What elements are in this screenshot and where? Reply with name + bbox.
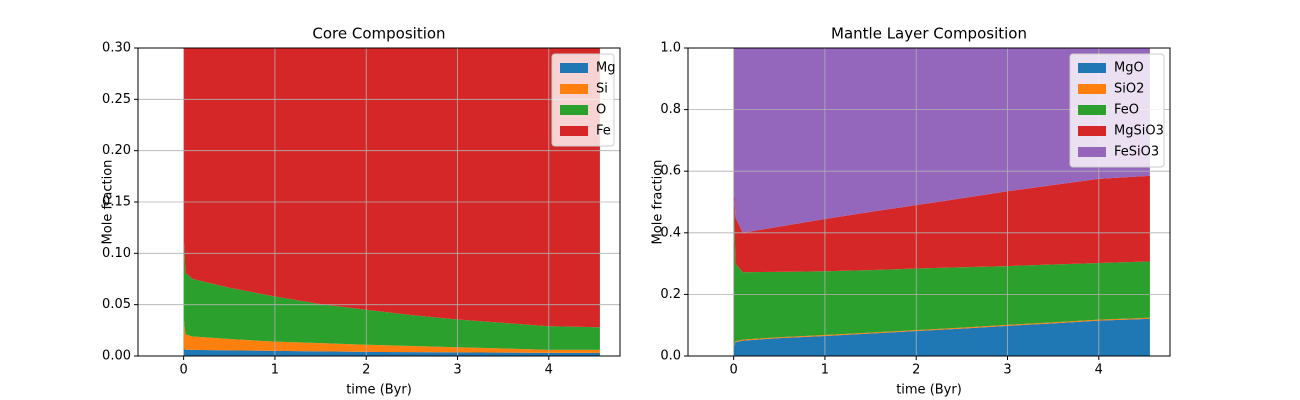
legend-swatch — [1078, 147, 1106, 157]
x-tick-label: 1 — [821, 363, 829, 378]
legend-label: FeSiO3 — [1114, 145, 1159, 160]
plot-area — [183, 48, 600, 356]
legend-label: MgSiO3 — [1114, 124, 1164, 139]
x-tick-label: 1 — [271, 363, 279, 378]
legend-swatch — [560, 126, 588, 136]
area — [733, 318, 1150, 356]
y-tick-label: 0.05 — [102, 297, 131, 312]
legend-box — [551, 53, 615, 147]
y-tick-label: 0.10 — [102, 246, 131, 261]
legend-swatch — [560, 105, 588, 115]
chart-title: Core Composition — [312, 25, 445, 43]
x-tick-label: 0 — [180, 363, 188, 378]
legend-box — [1069, 53, 1165, 168]
y-tick-label: 0.20 — [102, 143, 131, 158]
area — [183, 347, 600, 356]
x-tick-label: 3 — [1003, 363, 1011, 378]
chart: 0 1 2 3 4 0.0 0.2 0.4 0.6 0.8 1.0 Mantle Layer Comp… — [651, 25, 1171, 398]
chart-title: Mantle Layer Composition — [831, 25, 1027, 43]
legend-swatch — [1078, 63, 1106, 73]
y-tick-label: 0.15 — [102, 195, 131, 210]
x-tick-label: 0 — [730, 363, 738, 378]
y-tick-label: 0.6 — [660, 164, 681, 179]
y-tick-label: 0.25 — [102, 92, 131, 107]
legend-swatch — [560, 63, 588, 73]
legend: Mg Si O Fe — [551, 53, 615, 147]
chart: 0 1 2 3 4 0.00 0.05 0.10 0.15 0.20 0.25 0.30 Core Co… — [101, 25, 621, 398]
y-axis-label: Mole fraction — [101, 160, 116, 245]
x-axis-label: time (Byr) — [896, 383, 962, 398]
axes-frame — [137, 47, 621, 357]
legend-label: FeO — [1114, 103, 1139, 118]
area — [183, 316, 600, 353]
area — [733, 48, 1150, 233]
legend-label: Fe — [596, 124, 611, 139]
plot-area — [733, 48, 1150, 356]
legend-swatch — [1078, 84, 1106, 94]
axes-frame — [687, 47, 1171, 357]
y-tick-label: 0.2 — [660, 287, 681, 302]
legend-label: SiO2 — [1114, 82, 1144, 97]
legend-label: Si — [596, 82, 608, 97]
x-tick-label: 4 — [1095, 363, 1103, 378]
x-tick-label: 2 — [362, 363, 370, 378]
area — [183, 48, 600, 328]
legend-swatch — [560, 84, 588, 94]
y-tick-label: 0.00 — [102, 349, 131, 364]
legend-label: MgO — [1114, 61, 1144, 76]
legend-label: Mg — [596, 61, 615, 76]
x-tick-label: 3 — [453, 363, 461, 378]
legend-swatch — [1078, 105, 1106, 115]
y-tick-label: 0.4 — [660, 225, 681, 240]
x-tick-label: 2 — [912, 363, 920, 378]
area — [183, 234, 600, 350]
legend-label: O — [596, 103, 606, 118]
legend-swatch — [1078, 126, 1106, 136]
legend: MgO SiO2 FeO MgSiO3 FeSiO3 — [1069, 53, 1165, 168]
area — [733, 186, 1150, 346]
area — [733, 175, 1150, 273]
x-axis-label: time (Byr) — [346, 383, 412, 398]
y-tick-label: 0.8 — [660, 102, 681, 117]
y-axis-label: Mole fraction — [651, 160, 666, 245]
y-tick-label: 0.0 — [660, 349, 681, 364]
x-tick-label: 4 — [545, 363, 553, 378]
y-tick-label: 1.0 — [660, 41, 681, 56]
y-tick-label: 0.30 — [102, 41, 131, 56]
